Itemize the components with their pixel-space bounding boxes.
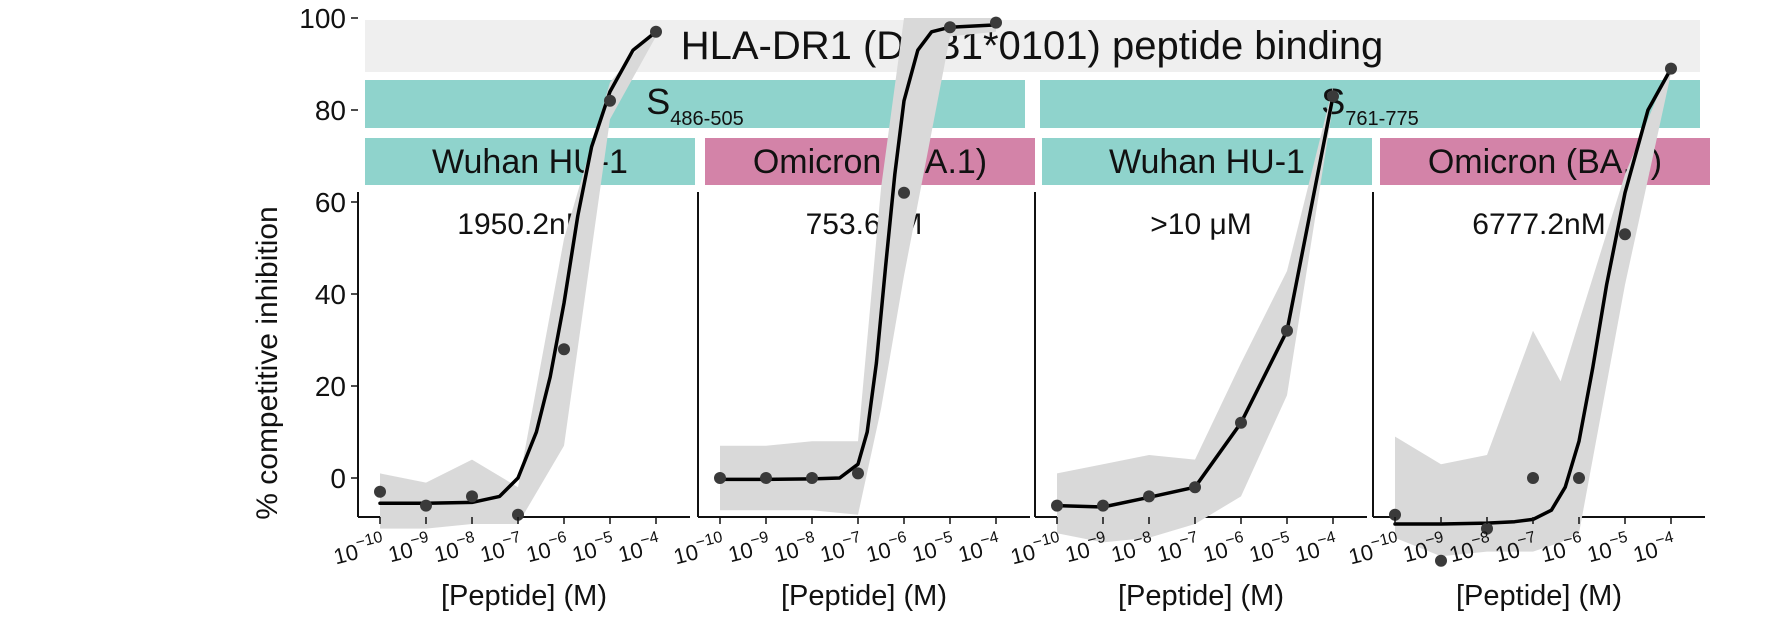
x-tick-label: 10−5 bbox=[1584, 529, 1633, 567]
x-tick-label: 10−9 bbox=[725, 529, 774, 567]
y-axis-ticks: 0 20 40 60 80 100 bbox=[299, 3, 358, 494]
confidence-band bbox=[1395, 64, 1671, 557]
x-tick-label: 10−8 bbox=[1108, 529, 1157, 567]
x-tick-label: 10−7 bbox=[477, 529, 526, 567]
data-point bbox=[1143, 490, 1155, 503]
data-point bbox=[714, 472, 726, 484]
x-tick-label: 10−8 bbox=[771, 529, 820, 567]
data-point bbox=[1097, 499, 1109, 512]
x-tick-label: 10−6 bbox=[523, 529, 572, 567]
data-point bbox=[558, 343, 570, 356]
data-point bbox=[1619, 228, 1631, 241]
data-point bbox=[760, 472, 772, 484]
variant-label: Wuhan HU-1 bbox=[1109, 143, 1305, 181]
x-tick-label: 10−7 bbox=[1492, 529, 1541, 567]
variant-strip bbox=[365, 138, 695, 185]
figure-title: HLA-DR1 (DRB1*0101) peptide binding bbox=[681, 24, 1384, 68]
x-tick-label: 10−6 bbox=[863, 529, 912, 567]
data-point bbox=[1281, 324, 1293, 337]
x-axis-title: [Peptide] (M) bbox=[1456, 580, 1622, 612]
variant-strip bbox=[705, 138, 1035, 185]
data-point bbox=[1481, 522, 1493, 535]
x-tick-label: 10−6 bbox=[1200, 529, 1249, 567]
data-point bbox=[466, 490, 478, 503]
data-point bbox=[852, 467, 864, 480]
x-tick-label: 10−10 bbox=[1007, 529, 1064, 570]
data-point bbox=[806, 472, 818, 484]
x-axis-title: [Peptide] (M) bbox=[441, 580, 607, 612]
y-tick-label: 40 bbox=[315, 279, 346, 310]
data-point bbox=[898, 186, 910, 199]
data-point bbox=[374, 485, 386, 498]
x-tick-label: 10−8 bbox=[1446, 529, 1495, 567]
x-tick-label: 10−7 bbox=[1154, 529, 1203, 567]
data-point bbox=[1573, 472, 1585, 484]
data-point bbox=[990, 16, 1002, 29]
x-tick-label: 10−8 bbox=[431, 529, 480, 567]
x-tick-label: 10−5 bbox=[1246, 529, 1295, 567]
x-tick-label: 10−10 bbox=[1345, 529, 1402, 570]
confidence-band bbox=[1057, 87, 1333, 543]
data-point bbox=[1189, 481, 1201, 494]
x-tick-label: 10−5 bbox=[569, 529, 618, 567]
x-tick-label: 10−7 bbox=[817, 529, 866, 567]
x-tick-label: 10−10 bbox=[330, 529, 387, 570]
x-axis-title: [Peptide] (M) bbox=[1118, 580, 1284, 612]
x-tick-label: 10−5 bbox=[909, 529, 958, 567]
y-tick-label: 0 bbox=[330, 463, 346, 494]
data-point bbox=[944, 21, 956, 34]
data-point bbox=[1527, 472, 1539, 484]
variant-label: Omicron (BA.1) bbox=[753, 143, 987, 181]
data-point bbox=[512, 508, 524, 521]
group-strip-s761-775 bbox=[1040, 80, 1700, 128]
x-tick-label: 10−9 bbox=[1062, 529, 1111, 567]
data-point bbox=[1327, 90, 1339, 103]
y-tick-label: 100 bbox=[299, 3, 346, 34]
group-label-s486-505: S486-505 bbox=[646, 81, 743, 130]
ic50-label: >10 μM bbox=[1150, 208, 1252, 241]
data-point bbox=[1051, 499, 1063, 512]
y-tick-label: 60 bbox=[315, 187, 346, 218]
y-tick-label: 80 bbox=[315, 95, 346, 126]
confidence-band bbox=[380, 27, 656, 529]
data-point bbox=[650, 25, 662, 38]
x-tick-label: 10−9 bbox=[385, 529, 434, 567]
y-tick-label: 20 bbox=[315, 371, 346, 402]
x-tick-label: 10−4 bbox=[955, 529, 1004, 567]
group-label-s761-775: S761-775 bbox=[1321, 81, 1418, 130]
x-tick-label: 10−4 bbox=[1292, 529, 1341, 567]
data-point bbox=[1235, 416, 1247, 429]
confidence-band bbox=[720, 18, 996, 515]
data-point bbox=[604, 94, 616, 107]
x-tick-label: 10−4 bbox=[1630, 529, 1679, 567]
data-point bbox=[1665, 62, 1677, 75]
data-point bbox=[420, 499, 432, 512]
ic50-label: 6777.2nM bbox=[1472, 208, 1605, 241]
variant-label: Omicron (BA.1) bbox=[1428, 143, 1662, 181]
data-point bbox=[1389, 508, 1401, 521]
x-axis-title: [Peptide] (M) bbox=[781, 580, 947, 612]
x-tick-label: 10−10 bbox=[670, 529, 727, 570]
x-tick-label: 10−6 bbox=[1538, 529, 1587, 567]
x-tick-label: 10−4 bbox=[615, 529, 664, 567]
data-point bbox=[1435, 554, 1447, 567]
y-axis-title: % competitive inhibition bbox=[251, 206, 284, 520]
title-strip bbox=[365, 20, 1700, 72]
x-tick-label: 10−9 bbox=[1400, 529, 1449, 567]
